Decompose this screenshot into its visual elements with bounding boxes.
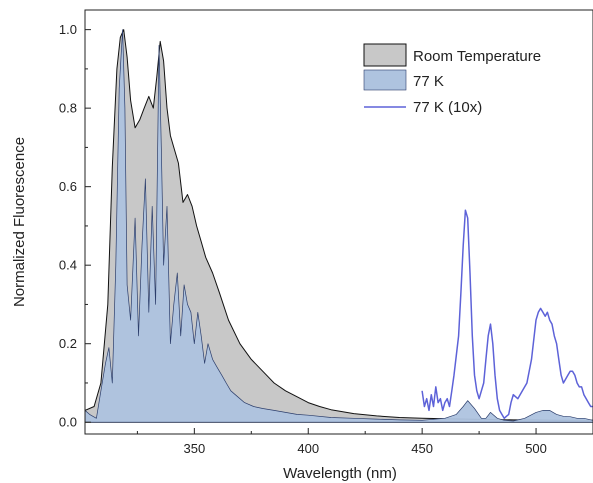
y-tick-label: 1.0 xyxy=(59,22,77,37)
series-line-77-k-10x xyxy=(421,209,593,420)
x-tick-label: 400 xyxy=(297,441,319,456)
legend-swatch-room-temperature xyxy=(363,43,407,67)
series-area-77-k xyxy=(85,29,593,423)
y-tick-label: 0.0 xyxy=(59,415,77,430)
plot-frame xyxy=(84,9,593,435)
y-tick-label: 0.6 xyxy=(59,179,77,194)
y-tick-label: 0.4 xyxy=(59,258,77,273)
x-axis-ticks: 350 400 450 500 xyxy=(136,428,593,456)
legend: Room Temperature 77 K 77 K (10x) xyxy=(363,43,541,116)
legend-label-room-temperature: Room Temperature xyxy=(413,48,541,65)
series-layer xyxy=(85,29,593,423)
y-axis-ticks: 0.0 0.2 0.4 0.6 0.8 1.0 xyxy=(59,22,91,430)
x-axis-label: Wavelength (nm) xyxy=(283,465,397,482)
y-tick-label: 0.2 xyxy=(59,336,77,351)
x-tick-label: 450 xyxy=(411,441,433,456)
legend-label-77k-10x: 77 K (10x) xyxy=(413,99,482,116)
x-tick-label: 500 xyxy=(525,441,547,456)
x-tick-label: 350 xyxy=(183,441,205,456)
y-tick-label: 0.8 xyxy=(59,101,77,116)
legend-label-77k: 77 K xyxy=(413,73,444,90)
legend-swatch-77k xyxy=(363,69,407,91)
y-axis-label: Normalized Fluorescence xyxy=(11,137,28,307)
